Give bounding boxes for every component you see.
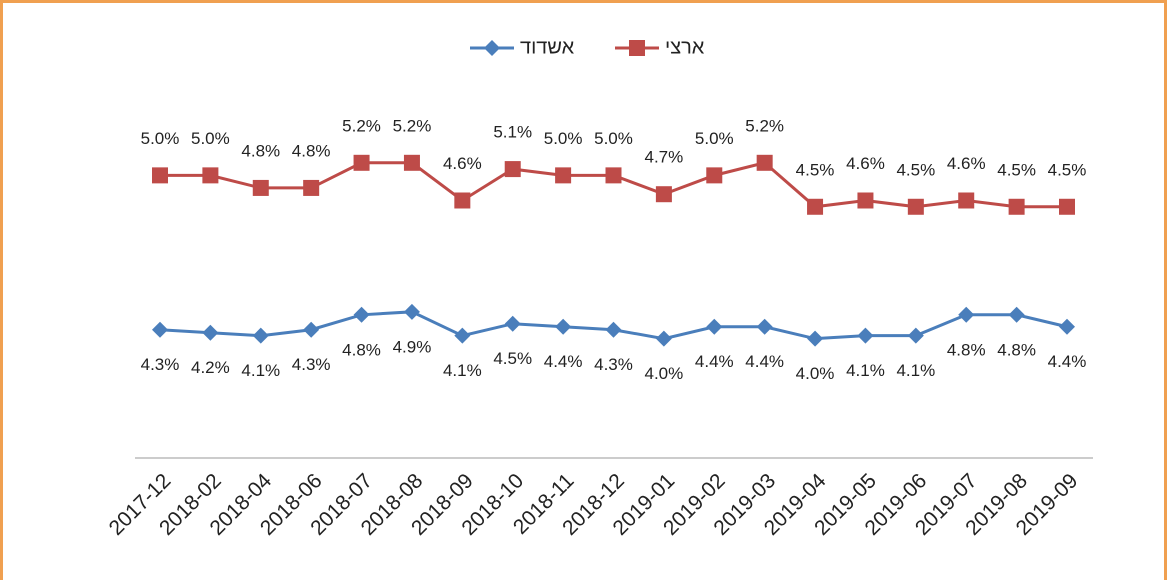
point [1059,318,1075,335]
point [252,327,269,344]
data-label: 4.8% [241,141,280,160]
point [303,179,320,196]
data-label: 4.3% [292,355,331,374]
data-label: 4.5% [896,160,935,179]
point [454,192,471,209]
data-label: 4.5% [796,160,835,179]
point [756,318,773,335]
data-label: 4.1% [896,361,935,380]
point [202,167,219,184]
data-label: 5.0% [544,129,583,148]
legend-label: אשדוד [520,36,575,58]
point [655,330,672,347]
data-label: 4.8% [342,340,381,359]
data-label: 5.0% [191,129,230,148]
data-label: 5.2% [745,116,784,135]
data-label: 4.0% [645,364,684,383]
data-label: 4.3% [141,355,180,374]
point [1059,198,1075,215]
point [454,327,471,344]
data-label: 5.0% [594,129,633,148]
data-label: 4.6% [947,154,986,173]
point [303,321,320,338]
data-label: 4.8% [292,141,331,160]
data-label: 4.1% [443,361,482,380]
point [907,327,924,344]
data-label: 4.5% [997,160,1036,179]
point [807,198,824,215]
legend-marker [484,40,500,56]
point [555,318,572,335]
point [504,161,521,178]
data-label: 4.5% [493,349,532,368]
data-label: 4.4% [745,352,784,371]
point [605,167,622,184]
point [403,154,420,171]
point [655,186,672,203]
data-label: 4.4% [544,352,583,371]
data-label: 4.5% [1048,160,1087,179]
data-label: 4.6% [846,154,885,173]
data-label: 5.0% [141,129,180,148]
point [504,315,521,332]
point [353,154,370,171]
point [958,192,975,209]
data-label: 4.8% [997,340,1036,359]
point [252,179,269,196]
point [1008,306,1025,323]
data-label: 4.3% [594,355,633,374]
data-label: 5.2% [342,116,381,135]
data-label: 4.4% [1048,352,1087,371]
point [1008,198,1025,215]
data-label: 4.1% [241,361,280,380]
point [706,167,723,184]
point [857,192,874,209]
point [807,330,824,347]
point [605,321,622,338]
point [756,154,773,171]
legend-label: ארצי [665,36,705,58]
point [353,306,370,323]
data-label: 4.7% [645,148,684,167]
point [706,318,723,335]
data-label: 4.1% [846,361,885,380]
point [555,167,572,184]
data-label: 5.1% [493,123,532,142]
data-label: 4.4% [695,352,734,371]
data-label: 4.6% [443,154,482,173]
data-label: 4.8% [947,340,986,359]
data-label: 5.2% [393,116,432,135]
data-label: 5.0% [695,129,734,148]
point [152,321,168,338]
point [403,303,420,320]
data-label: 4.0% [796,364,835,383]
point [152,167,168,184]
point [857,327,874,344]
point [958,306,975,323]
point [202,324,219,341]
point [907,198,924,215]
legend-marker [629,40,645,56]
data-label: 4.2% [191,358,230,377]
data-label: 4.9% [393,337,432,356]
